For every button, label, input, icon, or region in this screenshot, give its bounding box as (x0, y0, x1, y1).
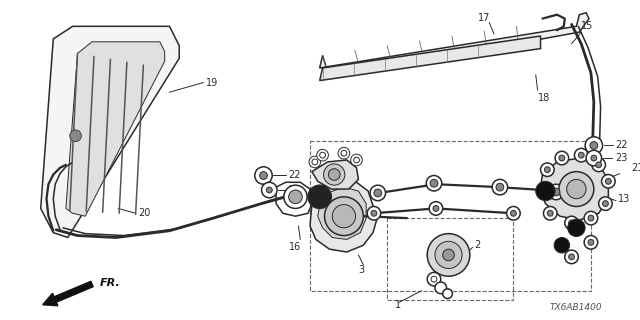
Circle shape (328, 169, 340, 180)
Circle shape (428, 234, 470, 276)
Polygon shape (312, 160, 358, 189)
Circle shape (435, 241, 462, 268)
Circle shape (605, 179, 611, 184)
Text: 13: 13 (618, 194, 630, 204)
Circle shape (591, 155, 596, 161)
Circle shape (575, 148, 588, 162)
Circle shape (554, 237, 570, 253)
Circle shape (569, 254, 575, 260)
Circle shape (584, 236, 598, 249)
Circle shape (568, 219, 585, 236)
Circle shape (332, 204, 356, 228)
Circle shape (592, 158, 605, 172)
Circle shape (338, 148, 349, 159)
Circle shape (548, 184, 564, 200)
Text: 22: 22 (289, 171, 301, 180)
Text: TX6AB1400: TX6AB1400 (550, 303, 603, 312)
Circle shape (536, 181, 555, 201)
Circle shape (70, 130, 81, 141)
Circle shape (547, 210, 553, 216)
Text: 20: 20 (138, 208, 151, 218)
Text: 21: 21 (632, 163, 640, 173)
Circle shape (317, 149, 328, 161)
Circle shape (566, 180, 586, 199)
Circle shape (426, 175, 442, 191)
Circle shape (559, 172, 594, 206)
Circle shape (579, 152, 584, 158)
Circle shape (511, 210, 516, 216)
Circle shape (586, 150, 602, 166)
Polygon shape (310, 181, 378, 252)
Circle shape (324, 197, 364, 236)
Circle shape (351, 154, 362, 166)
Circle shape (545, 167, 550, 172)
Polygon shape (319, 13, 589, 78)
Circle shape (309, 156, 321, 168)
Circle shape (507, 206, 520, 220)
Bar (387, 218, 513, 300)
Circle shape (284, 185, 307, 208)
Circle shape (496, 183, 504, 191)
Polygon shape (41, 26, 179, 237)
Polygon shape (319, 36, 541, 81)
Circle shape (590, 141, 598, 149)
Circle shape (289, 190, 302, 204)
Text: 23: 23 (615, 153, 627, 163)
Circle shape (308, 185, 332, 208)
Circle shape (443, 289, 452, 299)
Circle shape (370, 185, 385, 201)
Polygon shape (541, 158, 609, 220)
Text: 1: 1 (396, 300, 401, 310)
Circle shape (585, 137, 602, 154)
Circle shape (588, 215, 594, 221)
Circle shape (555, 151, 569, 165)
Circle shape (262, 182, 277, 198)
Circle shape (374, 189, 381, 197)
Circle shape (324, 164, 345, 185)
Text: 3: 3 (358, 265, 364, 276)
Circle shape (602, 201, 609, 206)
Circle shape (428, 272, 441, 286)
Circle shape (435, 282, 447, 294)
Circle shape (559, 155, 564, 161)
Circle shape (569, 220, 575, 226)
FancyArrow shape (43, 281, 93, 306)
Circle shape (596, 162, 602, 168)
Circle shape (541, 163, 554, 176)
Circle shape (584, 211, 598, 225)
Circle shape (371, 210, 377, 216)
Text: 2: 2 (475, 240, 481, 250)
Text: 15: 15 (581, 21, 594, 31)
Text: 17: 17 (478, 12, 490, 23)
Bar (310, 140, 591, 291)
Text: 18: 18 (538, 93, 550, 103)
Circle shape (564, 216, 579, 230)
Polygon shape (66, 42, 164, 216)
Circle shape (588, 239, 594, 245)
Text: 22: 22 (615, 140, 628, 150)
Circle shape (598, 197, 612, 210)
Text: 23: 23 (289, 185, 301, 195)
Circle shape (433, 205, 439, 211)
Circle shape (602, 174, 615, 188)
Text: FR.: FR. (100, 278, 120, 288)
Polygon shape (317, 187, 366, 239)
Circle shape (255, 167, 272, 184)
Text: 19: 19 (206, 77, 219, 87)
Circle shape (552, 188, 560, 196)
Circle shape (543, 206, 557, 220)
Circle shape (266, 187, 272, 193)
Circle shape (429, 202, 443, 215)
Circle shape (492, 180, 508, 195)
Circle shape (367, 206, 381, 220)
Circle shape (430, 180, 438, 187)
Circle shape (443, 249, 454, 261)
Circle shape (260, 172, 268, 180)
Text: 16: 16 (289, 242, 301, 252)
Circle shape (564, 250, 579, 264)
